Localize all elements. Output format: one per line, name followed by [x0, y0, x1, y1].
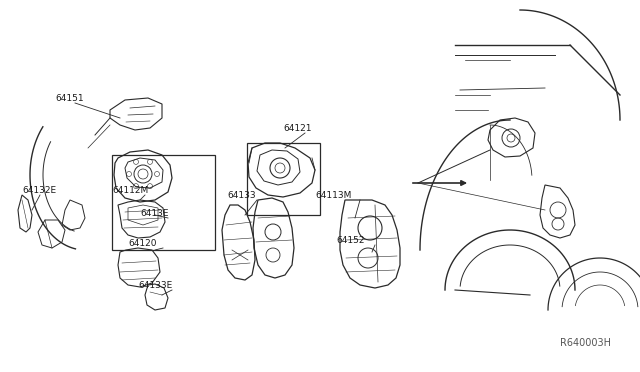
Text: 64112M: 64112M: [112, 186, 148, 195]
Text: R640003H: R640003H: [560, 338, 611, 348]
Text: 64152: 64152: [336, 236, 365, 245]
Bar: [112, 155, 215, 250]
Text: 64120: 64120: [128, 239, 157, 248]
Text: 64121: 64121: [283, 124, 312, 133]
Text: 6413E: 6413E: [140, 209, 168, 218]
Text: 64113M: 64113M: [315, 191, 351, 200]
Text: 64151: 64151: [55, 94, 84, 103]
Text: 64132E: 64132E: [22, 186, 56, 195]
Text: 64133: 64133: [227, 191, 255, 200]
Bar: [247, 143, 320, 215]
Text: 64133E: 64133E: [138, 281, 172, 290]
